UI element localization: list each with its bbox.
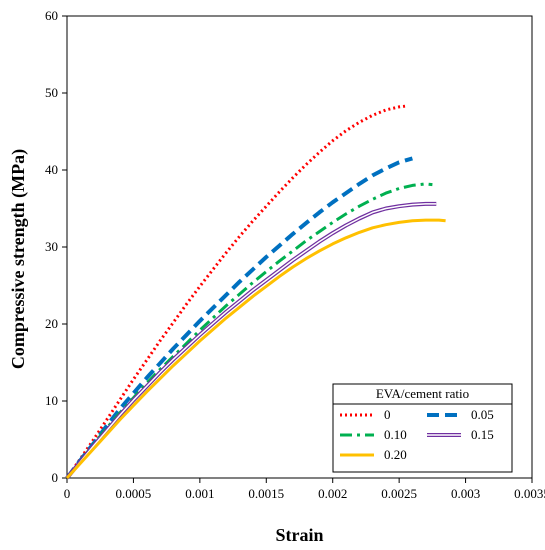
legend-label-2: 0.10 [384, 427, 407, 442]
y-tick-label: 10 [45, 393, 58, 408]
y-tick-label: 20 [45, 316, 58, 331]
series-line-4 [65, 218, 446, 480]
series-line-1 [65, 156, 413, 480]
legend: EVA/cement ratio 0 0.05 0.10 0.15 0.20 [332, 383, 513, 473]
y-axis-title: Compressive strength (MPa) [8, 149, 29, 369]
y-tick-label: 60 [45, 8, 58, 23]
x-tick-label: 0.0025 [381, 486, 417, 501]
x-axis-ticks: 0 0.0005 0.001 0.0015 0.002 0.0025 0.003 0.0035 [64, 478, 545, 501]
x-tick-label: 0.003 [451, 486, 480, 501]
series-layer [65, 104, 446, 480]
x-tick-label: 0.002 [318, 486, 347, 501]
legend-items: 0 0.05 0.10 0.15 0.20 [340, 407, 494, 462]
x-tick-label: 0.0015 [248, 486, 284, 501]
legend-label-3: 0.15 [471, 427, 494, 442]
legend-title: EVA/cement ratio [376, 386, 469, 401]
x-tick-label: 0.0005 [116, 486, 152, 501]
y-tick-label: 50 [45, 85, 58, 100]
y-axis-ticks: 0 10 20 30 40 50 60 [45, 8, 67, 485]
series-line-3-inner [66, 203, 437, 479]
legend-box [332, 383, 513, 473]
y-tick-label: 30 [45, 239, 58, 254]
y-tick-label: 0 [52, 470, 59, 485]
legend-label-4: 0.20 [384, 447, 407, 462]
legend-label-0: 0 [384, 407, 391, 422]
x-tick-label: 0.001 [185, 486, 214, 501]
x-tick-label: 0 [64, 486, 71, 501]
y-tick-label: 40 [45, 162, 58, 177]
x-tick-label: 0.0035 [514, 486, 545, 501]
legend-label-1: 0.05 [471, 407, 494, 422]
x-axis-title: Strain [275, 525, 323, 545]
